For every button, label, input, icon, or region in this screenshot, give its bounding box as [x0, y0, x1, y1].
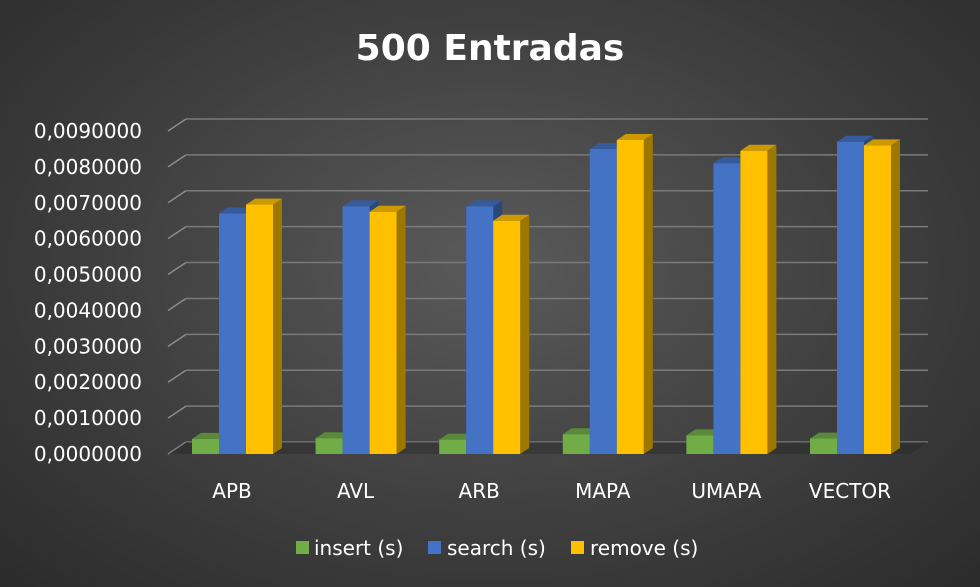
bar [493, 214, 530, 454]
gridline-edge [167, 261, 187, 276]
gridline-edge [167, 118, 187, 132]
bar-top [246, 198, 282, 205]
x-tick-label: APB [212, 479, 251, 503]
legend-label: search (s) [447, 536, 546, 560]
bar-front [192, 438, 219, 454]
bar-front [810, 438, 837, 454]
bar [246, 198, 282, 454]
gridline-edge [167, 369, 187, 383]
bar-front [616, 139, 644, 454]
bar-top [837, 135, 873, 142]
legend-item: remove (s) [571, 536, 698, 560]
bar-top [466, 200, 503, 207]
legend-swatch [428, 541, 441, 554]
bar [864, 139, 900, 454]
y-tick-label: 0,0000000 [34, 442, 142, 466]
bar-front [466, 206, 494, 454]
gridline-edge [167, 297, 187, 312]
y-tick-label: 0,0070000 [34, 191, 142, 215]
bar-top [864, 139, 900, 146]
legend-label: remove (s) [590, 536, 698, 560]
gridline-edge [167, 333, 187, 347]
bar-front [493, 220, 521, 454]
bar [369, 205, 406, 454]
bars [192, 133, 900, 455]
bar-front [219, 213, 246, 454]
bar-side [643, 133, 653, 454]
legend-swatch [571, 541, 584, 554]
gridline-edge [167, 226, 187, 240]
bar-front [686, 435, 714, 454]
bar-top [616, 133, 653, 140]
bar-top [740, 144, 777, 151]
bar-front [562, 434, 590, 454]
bar-front [246, 204, 273, 454]
bar-top [369, 205, 406, 212]
bar-front [315, 438, 343, 454]
x-axis-ticks: APB AVL ARB MAPA UMAPA VECTOR [212, 479, 891, 503]
y-tick-label: 0,0050000 [34, 263, 142, 287]
gridline-edge [167, 405, 187, 419]
bar-side [520, 214, 530, 454]
legend-item: insert (s) [296, 536, 403, 560]
bar-front [837, 141, 864, 454]
y-tick-label: 0,0040000 [34, 298, 142, 322]
bar-side [396, 205, 406, 454]
bar-top [342, 200, 379, 207]
x-tick-label: ARB [459, 479, 500, 503]
bar-front [713, 163, 741, 455]
bar-front [342, 206, 370, 454]
x-tick-label: VECTOR [809, 479, 891, 503]
x-tick-label: MAPA [575, 479, 631, 503]
y-tick-label: 0,0020000 [34, 370, 142, 394]
bar [740, 144, 777, 454]
bar [616, 133, 653, 454]
legend-label: insert (s) [314, 536, 403, 560]
bar-front [439, 439, 467, 454]
gridline-edge [167, 441, 187, 455]
y-tick-label: 0,0010000 [34, 406, 142, 430]
bar-side [767, 144, 777, 454]
chart-title: 500 Entradas [356, 28, 625, 69]
x-tick-label: AVL [337, 479, 375, 503]
bar-front [369, 211, 397, 454]
y-tick-label: 0,0080000 [34, 155, 142, 179]
y-axis-ticks: 0,0000000 0,0010000 0,0020000 0,0030000 0,00… [34, 119, 142, 466]
legend: insert (s) search (s) remove (s) [296, 536, 698, 560]
y-tick-label: 0,0060000 [34, 227, 142, 251]
x-tick-label: UMAPA [691, 479, 761, 503]
bar-side [273, 198, 282, 454]
legend-swatch [296, 541, 309, 554]
bar-top [493, 214, 530, 221]
bar-side [891, 139, 900, 454]
gridline-edge [167, 154, 187, 168]
y-tick-label: 0,0090000 [34, 119, 142, 143]
y-tick-label: 0,0030000 [34, 334, 142, 358]
bar-front [864, 145, 891, 454]
bar-front [589, 148, 617, 454]
legend-item: search (s) [428, 536, 546, 560]
gridline-edge [167, 190, 187, 204]
bar-front [740, 150, 768, 454]
